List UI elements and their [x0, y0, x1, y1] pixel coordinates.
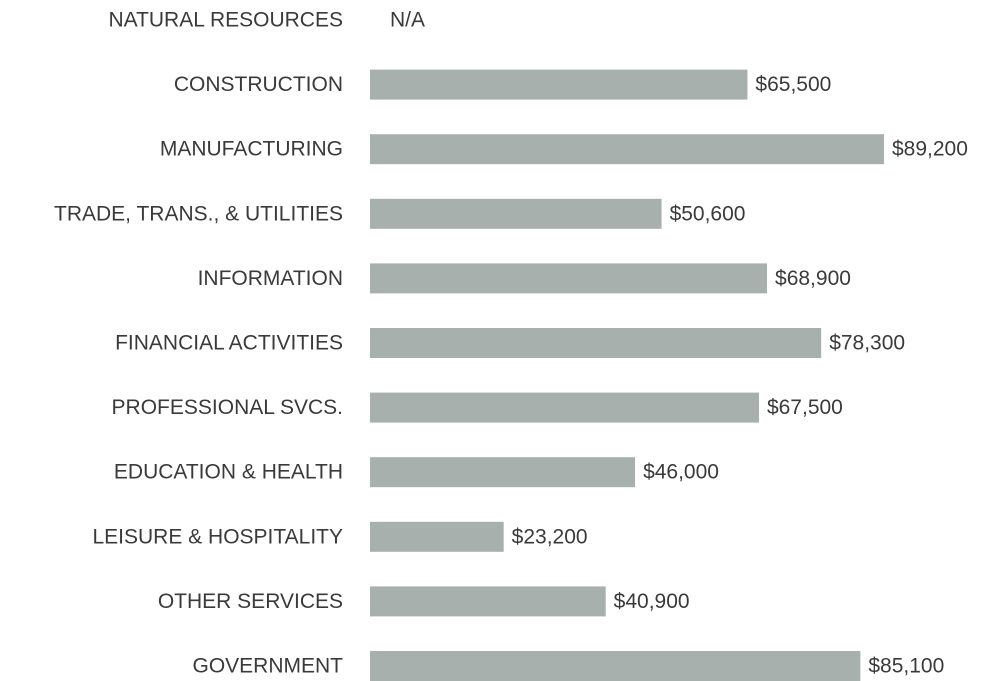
value-label: $68,900	[775, 267, 851, 290]
category-label: FINANCIAL ACTIVITIES	[115, 332, 343, 355]
bar	[370, 586, 606, 617]
category-label: PROFESSIONAL SVCS.	[112, 396, 343, 419]
category-label: GOVERNMENT	[192, 655, 343, 678]
bar	[370, 69, 748, 100]
value-label: $67,500	[767, 396, 843, 419]
value-label: $85,100	[868, 655, 944, 678]
bar	[370, 328, 822, 358]
value-label: N/A	[390, 9, 425, 32]
category-label: OTHER SERVICES	[158, 590, 343, 613]
category-label: CONSTRUCTION	[174, 73, 343, 96]
category-label: EDUCATION & HEALTH	[114, 461, 343, 484]
value-label: $46,000	[643, 461, 719, 484]
value-label: $89,200	[892, 138, 968, 161]
bar	[370, 521, 504, 552]
category-label: INFORMATION	[198, 267, 343, 290]
value-label: $23,200	[512, 525, 588, 548]
value-label: $50,600	[670, 202, 746, 225]
category-label: MANUFACTURING	[160, 138, 343, 161]
bar	[370, 457, 636, 488]
bar	[370, 651, 861, 681]
category-label: LEISURE & HOSPITALITY	[92, 525, 343, 548]
value-label: $65,500	[755, 73, 831, 96]
bar	[370, 263, 768, 294]
bar	[370, 134, 884, 165]
value-label: $78,300	[829, 332, 905, 355]
bar	[370, 198, 662, 229]
value-label: $40,900	[614, 590, 690, 613]
category-label: TRADE, TRANS., & UTILITIES	[54, 202, 343, 225]
category-label: NATURAL RESOURCES	[108, 9, 343, 32]
bar	[370, 392, 759, 423]
